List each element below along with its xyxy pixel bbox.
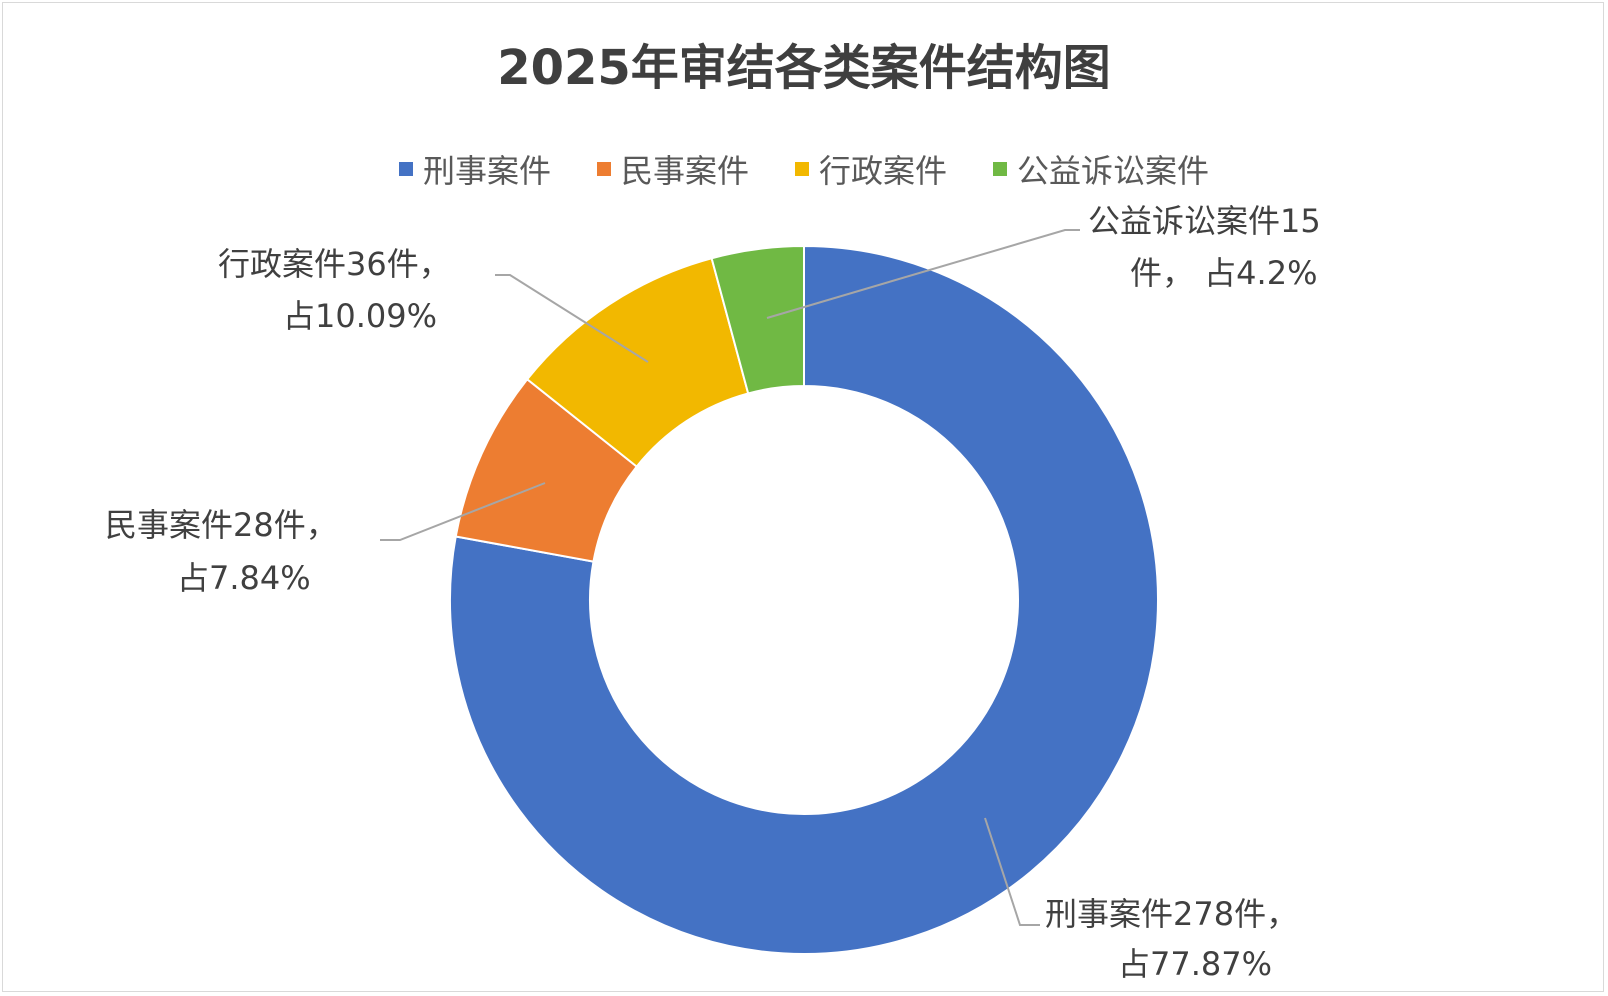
data-label-criminal-line2: 占77.87% bbox=[1118, 945, 1272, 983]
legend-item-criminal[interactable]: 刑事案件 bbox=[398, 146, 551, 192]
legend-item-public-interest[interactable]: 公益诉讼案件 bbox=[993, 146, 1209, 192]
donut-slices bbox=[449, 244, 1159, 955]
data-label-civil-line1: 民事案件28件， bbox=[105, 506, 338, 544]
donut-slice-criminal[interactable] bbox=[449, 244, 1159, 955]
legend-swatch-criminal bbox=[398, 162, 413, 176]
legend-swatch-public-interest bbox=[993, 162, 1008, 176]
legend-label-administrative: 行政案件 bbox=[819, 152, 948, 190]
donut-slice-public-interest[interactable] bbox=[710, 244, 805, 395]
leader-lines bbox=[380, 229, 1080, 926]
legend-swatch-civil bbox=[596, 162, 611, 176]
legend-label-public-interest: 公益诉讼案件 bbox=[1017, 152, 1210, 190]
leader-line-public-interest bbox=[766, 229, 1080, 319]
legend-swatch-administrative bbox=[795, 162, 809, 176]
data-label-administrative-line1: 行政案件36件， bbox=[218, 245, 451, 283]
legend-item-civil[interactable]: 民事案件 bbox=[596, 146, 749, 192]
leader-line-criminal bbox=[984, 817, 1040, 926]
chart-title: 2025年审结各类案件结构图 bbox=[497, 40, 1111, 96]
data-label-administrative-line2: 占10.09% bbox=[283, 297, 437, 335]
leader-line-civil bbox=[380, 482, 546, 541]
leader-line-administrative bbox=[495, 274, 649, 363]
data-label-criminal-line1: 刑事案件278件， bbox=[1045, 895, 1298, 933]
data-label-public-interest-line2: 件， 占4.2% bbox=[1130, 254, 1317, 292]
legend: 刑事案件 民事案件 行政案件 公益诉讼案件 bbox=[0, 146, 1608, 192]
legend-item-administrative[interactable]: 行政案件 bbox=[795, 146, 947, 192]
data-label-public-interest-line1: 公益诉讼案件15 bbox=[1088, 202, 1321, 240]
legend-label-civil: 民事案件 bbox=[620, 152, 749, 190]
legend-label-criminal: 刑事案件 bbox=[422, 152, 551, 190]
data-label-civil-line2: 占7.84% bbox=[177, 559, 311, 597]
